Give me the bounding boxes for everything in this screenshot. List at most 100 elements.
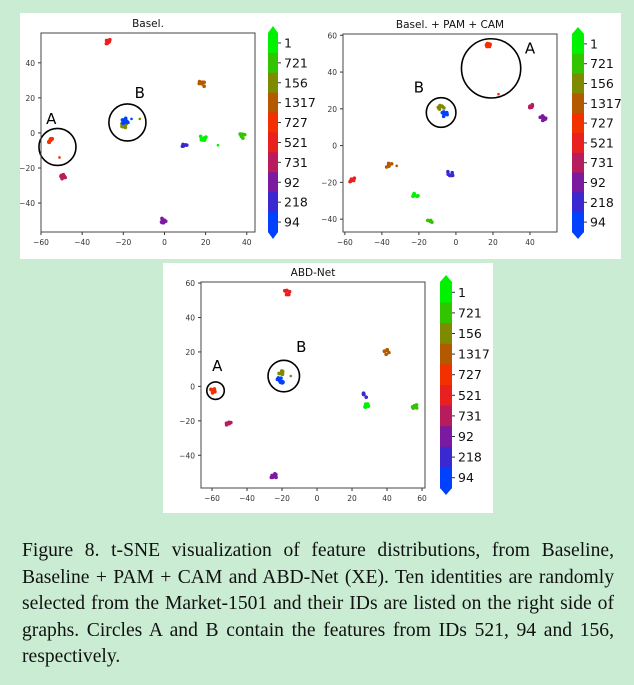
point-id-1	[412, 192, 416, 197]
x-tick-label: 60	[417, 494, 427, 503]
y-tick-label: 0	[332, 142, 337, 151]
point-id-727	[497, 92, 500, 96]
point-id-1	[200, 138, 204, 142]
point-id-156	[289, 374, 293, 378]
colorbar-segment-1	[268, 33, 278, 54]
point-id-218	[449, 173, 453, 178]
colorbar-segment-727	[572, 113, 584, 134]
point-id-218	[446, 172, 450, 177]
colorbar-segment-731	[268, 152, 278, 173]
x-tick-label: 40	[525, 238, 535, 247]
colorbar-label-521: 521	[458, 388, 482, 403]
point-id-1317	[387, 350, 391, 355]
point-id-218	[364, 395, 368, 400]
point-id-521	[105, 41, 110, 45]
point-id-721	[410, 405, 415, 409]
colorbar-segment-218	[572, 192, 584, 213]
point-id-521	[348, 179, 353, 183]
circle-A	[460, 37, 522, 99]
colorbar: 1 721 156 1317 727 521 731 92 218 94	[440, 275, 490, 495]
colorbar-label-721: 721	[590, 56, 614, 71]
x-tick-label: −40	[74, 238, 90, 247]
annotation-label-A: A	[212, 357, 223, 375]
point-id-731	[59, 174, 63, 179]
x-tick-label: 20	[201, 238, 211, 247]
point-id-1317	[384, 352, 388, 357]
x-tick-label: 40	[242, 238, 252, 247]
point-id-92	[540, 118, 545, 123]
x-tick-label: −60	[337, 238, 353, 247]
point-id-156	[120, 124, 124, 129]
point-id-94	[121, 121, 125, 125]
point-id-721	[414, 406, 419, 410]
x-tick-label: −20	[115, 238, 131, 247]
colorbar-segment-92	[572, 172, 584, 193]
colorbar-segment-156	[268, 72, 278, 94]
point-id-94	[442, 110, 446, 114]
y-tick-label: −40	[321, 215, 337, 224]
colorbar-top-arrow	[440, 275, 452, 282]
colorbar-label-721: 721	[284, 55, 308, 70]
x-tick-label: −20	[274, 494, 290, 503]
colorbar-label-92: 92	[590, 175, 606, 190]
colorbar-top-arrow	[572, 27, 584, 34]
point-id-218	[450, 170, 454, 175]
scatter-plot-1: Basel. + PAM + CAM −60 −40 −20 0 20 40 −40 −20 0 2…	[321, 19, 622, 247]
point-id-1317	[386, 161, 391, 166]
point-id-727	[209, 387, 213, 392]
point-id-92	[163, 219, 168, 224]
x-tick-label: −20	[411, 238, 427, 247]
x-tick-label: −40	[239, 494, 255, 503]
colorbar-segment-1	[440, 282, 452, 304]
point-id-731	[528, 105, 533, 110]
annotation-label-B: B	[135, 84, 145, 102]
colorbar-label-731: 731	[284, 155, 308, 170]
point-id-156	[442, 106, 446, 110]
point-id-727	[58, 156, 61, 159]
point-id-94	[279, 376, 283, 380]
x-tick-label: 0	[454, 238, 459, 247]
x-tick-label: −60	[204, 494, 220, 503]
point-id-1317	[389, 162, 394, 166]
colorbar-segment-1317	[572, 93, 584, 114]
y-tick-label: 20	[327, 105, 337, 114]
colorbar-segment-94	[268, 212, 278, 233]
point-id-92	[538, 115, 543, 120]
point-id-521	[107, 38, 111, 43]
point-id-727	[48, 137, 53, 142]
x-tick-label: −60	[33, 238, 49, 247]
point-id-521	[351, 178, 356, 183]
y-tick-label: −20	[19, 164, 35, 173]
plot-title: Basel. + PAM + CAM	[396, 19, 504, 31]
axes-frame	[40, 32, 256, 233]
colorbar-bottom-arrow	[440, 488, 452, 495]
x-tick-label: 0	[162, 238, 167, 247]
colorbar-segment-721	[268, 52, 278, 74]
point-id-1317	[395, 164, 398, 168]
colorbar-segment-1	[572, 34, 584, 55]
circle-B	[267, 359, 301, 393]
point-id-92	[273, 473, 278, 478]
colorbar-segment-218	[268, 192, 278, 213]
point-id-1317	[202, 84, 206, 88]
point-id-1	[216, 143, 220, 147]
colorbar-label-156: 156	[458, 326, 482, 341]
colorbar-label-721: 721	[458, 305, 482, 320]
point-id-727	[211, 389, 216, 393]
colorbar-segment-731	[572, 152, 584, 174]
panel-abd-net	[163, 263, 493, 513]
point-id-721	[414, 403, 419, 407]
colorbar-segment-94	[572, 212, 584, 233]
colorbar-label-218: 218	[590, 195, 614, 210]
y-tick-label: 40	[25, 59, 35, 68]
y-tick-label: 20	[185, 348, 195, 357]
point-id-1	[198, 134, 203, 139]
colorbar-label-727: 727	[458, 367, 482, 382]
point-id-1317	[202, 80, 207, 85]
axes-frame	[342, 33, 558, 233]
x-tick-label: 20	[347, 494, 357, 503]
y-tick-label: −20	[321, 178, 337, 187]
point-id-156	[280, 372, 285, 377]
colorbar-label-521: 521	[590, 135, 614, 150]
